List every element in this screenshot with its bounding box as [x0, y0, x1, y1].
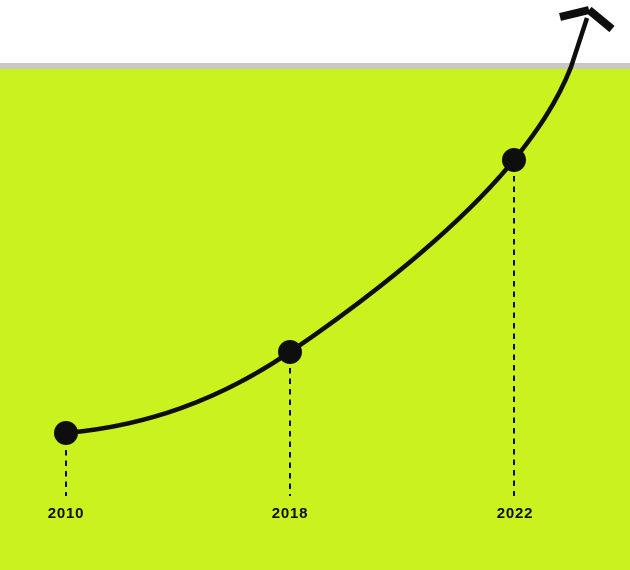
- top-whitespace-band: [0, 0, 630, 63]
- data-point-2018: [278, 340, 302, 364]
- data-point-2022: [502, 148, 526, 172]
- axis-label-2010: 2010: [47, 505, 85, 522]
- data-point-2010: [54, 421, 78, 445]
- growth-arrowhead-icon: [559, 6, 615, 33]
- axis-label-2018: 2018: [271, 505, 309, 522]
- divider-bar: [0, 63, 630, 69]
- chart-plot-background: [0, 69, 630, 570]
- growth-curve-line: [65, 17, 590, 436]
- axis-label-2022: 2022: [496, 505, 534, 522]
